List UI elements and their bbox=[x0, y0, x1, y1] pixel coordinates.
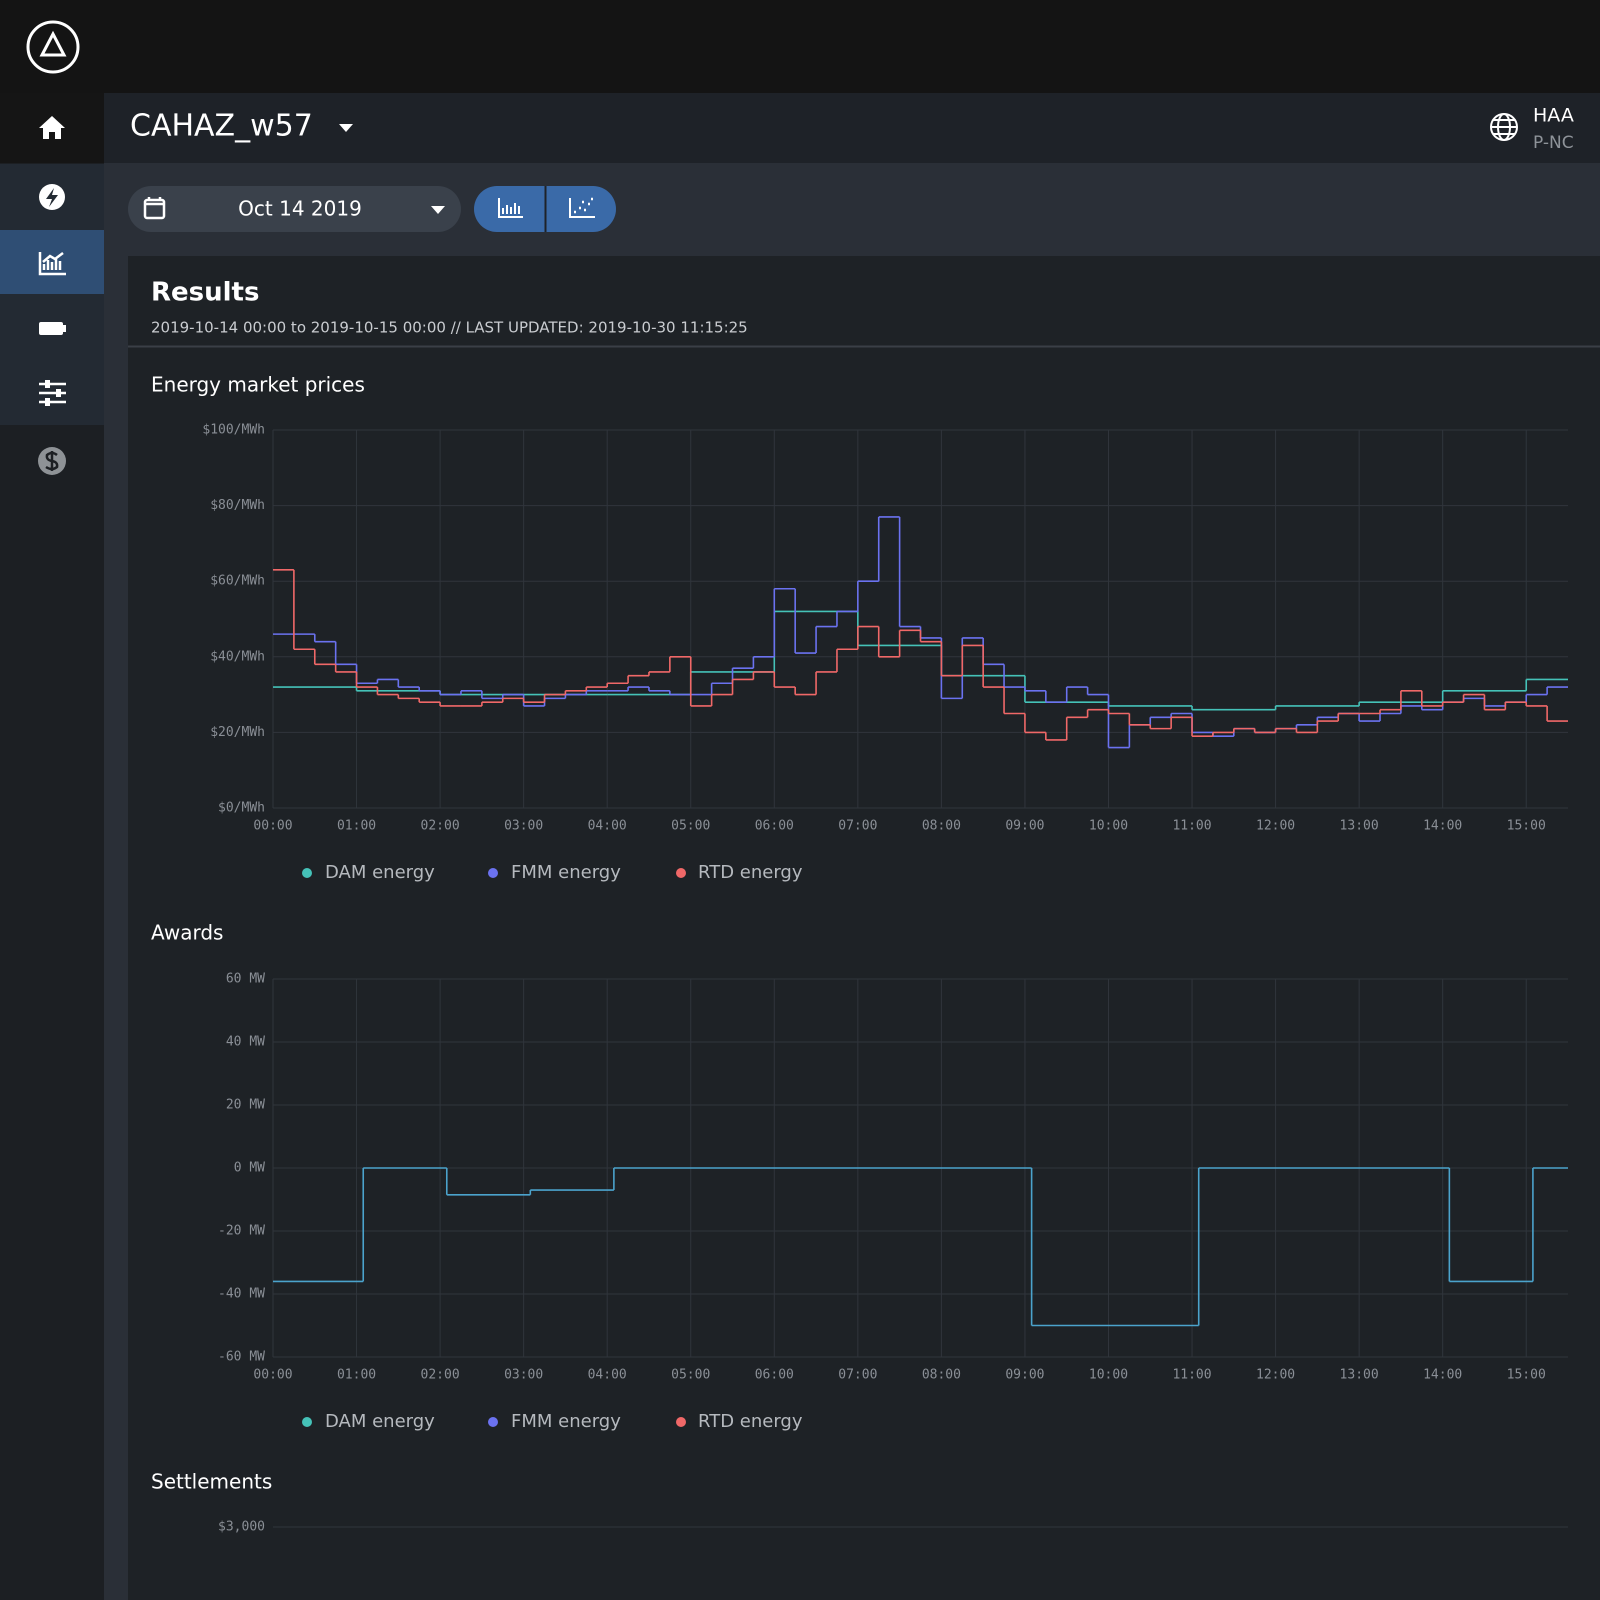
x-tick-label: 13:00 bbox=[1340, 1368, 1379, 1383]
x-tick-label: 05:00 bbox=[671, 1368, 710, 1383]
x-tick-label: 07:00 bbox=[838, 1368, 877, 1383]
x-tick-label: 13:00 bbox=[1340, 819, 1379, 834]
settings-icon[interactable] bbox=[39, 382, 66, 404]
y-tick-label: $20/MWh bbox=[210, 725, 265, 740]
home-icon[interactable] bbox=[39, 116, 65, 139]
user-name: HAA bbox=[1533, 105, 1574, 127]
legend-label: DAM energy bbox=[325, 1411, 435, 1432]
y-tick-label: -60 MW bbox=[218, 1350, 265, 1365]
legend-label: RTD energy bbox=[698, 1411, 803, 1432]
legend-dot bbox=[302, 1417, 312, 1427]
legend-label: FMM energy bbox=[511, 1411, 621, 1432]
y-tick-label: $60/MWh bbox=[210, 574, 265, 589]
x-tick-label: 01:00 bbox=[337, 819, 376, 834]
x-tick-label: 05:00 bbox=[671, 819, 710, 834]
x-tick-label: 06:00 bbox=[755, 819, 794, 834]
legend-dot bbox=[488, 1417, 498, 1427]
slider-knob bbox=[56, 389, 61, 397]
x-tick-label: 14:00 bbox=[1423, 819, 1462, 834]
y-tick-label: 40 MW bbox=[226, 1035, 265, 1050]
x-tick-label: 03:00 bbox=[504, 1368, 543, 1383]
chart-title: Energy market prices bbox=[151, 373, 365, 397]
date-dropdown[interactable] bbox=[431, 206, 445, 214]
legend-label: RTD energy bbox=[698, 862, 803, 883]
charts: Energy market prices $0/MWh $20/MWh $40/MWh… bbox=[151, 373, 1568, 1535]
top-bar bbox=[0, 0, 1600, 93]
logo-mark bbox=[39, 30, 67, 57]
y-tick-label: $3,000 bbox=[218, 1520, 265, 1535]
y-tick-label: 20 MW bbox=[226, 1098, 265, 1113]
results-subtitle: 2019-10-14 00:00 to 2019-10-15 00:00 // … bbox=[151, 319, 748, 337]
legend-label: DAM energy bbox=[325, 862, 435, 883]
legend-label: FMM energy bbox=[511, 862, 621, 883]
slider-knob bbox=[45, 398, 50, 406]
x-tick-label: 04:00 bbox=[588, 819, 627, 834]
view-button[interactable] bbox=[474, 186, 545, 232]
x-tick-label: 02:00 bbox=[421, 1368, 460, 1383]
x-tick-label: 08:00 bbox=[922, 819, 961, 834]
x-tick-label: 00:00 bbox=[253, 1368, 292, 1383]
x-tick-label: 10:00 bbox=[1089, 1368, 1128, 1383]
x-tick-label: 12:00 bbox=[1256, 1368, 1295, 1383]
x-tick-label: 04:00 bbox=[588, 1368, 627, 1383]
chart-icon[interactable] bbox=[38, 252, 66, 276]
globe-line bbox=[1491, 119, 1517, 135]
x-tick-label: 11:00 bbox=[1172, 819, 1211, 834]
y-tick-label: -20 MW bbox=[218, 1224, 265, 1239]
x-tick-label: 09:00 bbox=[1005, 819, 1044, 834]
x-tick-label: 11:00 bbox=[1172, 1368, 1211, 1383]
chart-title: Settlements bbox=[151, 1470, 272, 1494]
site-dropdown[interactable] bbox=[339, 124, 353, 132]
y-tick-label: $40/MWh bbox=[210, 649, 265, 664]
x-tick-label: 01:00 bbox=[337, 1368, 376, 1383]
x-tick-label: 03:00 bbox=[504, 819, 543, 834]
calendar-icon bbox=[143, 198, 166, 220]
site-title: CAHAZ_w57 bbox=[130, 109, 313, 144]
x-tick-label: 15:00 bbox=[1507, 1368, 1546, 1383]
bar-view-icon bbox=[498, 198, 523, 218]
x-tick-label: 02:00 bbox=[421, 819, 460, 834]
scatter-view-icon bbox=[569, 198, 595, 218]
x-tick-label: 14:00 bbox=[1423, 1368, 1462, 1383]
y-tick-label: 60 MW bbox=[226, 972, 265, 987]
legend-dot bbox=[676, 1417, 686, 1427]
y-tick-label: $0/MWh bbox=[218, 801, 265, 816]
battery-icon[interactable] bbox=[39, 322, 63, 335]
y-tick-label: 0 MW bbox=[234, 1161, 265, 1176]
dollar-mark bbox=[45, 451, 59, 471]
calendar-line bbox=[145, 197, 164, 206]
battery-tip bbox=[63, 325, 66, 332]
chart-title: Awards bbox=[151, 921, 223, 945]
date-picker[interactable] bbox=[128, 186, 461, 232]
logo[interactable] bbox=[26, 20, 80, 74]
bolt-mark bbox=[46, 188, 58, 207]
y-tick-label: $80/MWh bbox=[210, 498, 265, 513]
x-tick-label: 09:00 bbox=[1005, 1368, 1044, 1383]
x-tick-label: 10:00 bbox=[1089, 819, 1128, 834]
date-label: Oct 14 2019 bbox=[238, 197, 362, 221]
legend-dot bbox=[302, 868, 312, 878]
user-sub: P-NC bbox=[1533, 133, 1574, 153]
scatter-dots bbox=[574, 197, 593, 214]
y-tick-label: -40 MW bbox=[218, 1287, 265, 1302]
header-bar bbox=[104, 93, 1600, 163]
x-tick-label: 15:00 bbox=[1507, 819, 1546, 834]
y-tick-label: $100/MWh bbox=[202, 423, 265, 438]
results-title: Results bbox=[151, 278, 259, 308]
x-tick-label: 08:00 bbox=[922, 1368, 961, 1383]
slider-knob bbox=[45, 380, 50, 388]
legend-dot bbox=[488, 868, 498, 878]
x-tick-label: 00:00 bbox=[253, 819, 292, 834]
legend-dot bbox=[676, 868, 686, 878]
x-tick-label: 07:00 bbox=[838, 819, 877, 834]
x-tick-label: 06:00 bbox=[755, 1368, 794, 1383]
x-tick-label: 12:00 bbox=[1256, 819, 1295, 834]
results-card bbox=[128, 256, 1600, 1600]
